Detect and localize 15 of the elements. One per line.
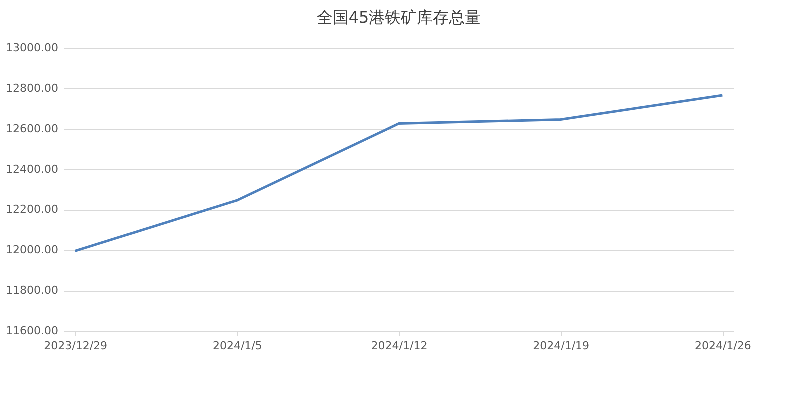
y-tick-label: 12000.00 bbox=[6, 244, 58, 257]
y-tick-label: 11600.00 bbox=[6, 324, 58, 338]
x-tick-label: 2023/12/29 bbox=[44, 340, 108, 352]
y-tick-label: 12800.00 bbox=[6, 82, 58, 95]
y-tick-label: 12600.00 bbox=[6, 122, 58, 136]
x-tick-label: 2024/1/5 bbox=[212, 340, 262, 352]
y-tick-label: 12400.00 bbox=[6, 162, 58, 176]
y-tick-label: 13000.00 bbox=[6, 42, 58, 54]
chart-title: 全国45港铁矿库存总量 bbox=[316, 8, 482, 27]
y-tick-label: 12200.00 bbox=[6, 203, 58, 216]
x-tick-label: 2024/1/26 bbox=[694, 340, 752, 352]
y-tick-label: 11800.00 bbox=[6, 284, 58, 298]
x-tick-label: 2024/1/12 bbox=[371, 340, 428, 352]
line-series bbox=[74, 94, 724, 252]
x-tick-label: 2024/1/19 bbox=[533, 340, 590, 352]
